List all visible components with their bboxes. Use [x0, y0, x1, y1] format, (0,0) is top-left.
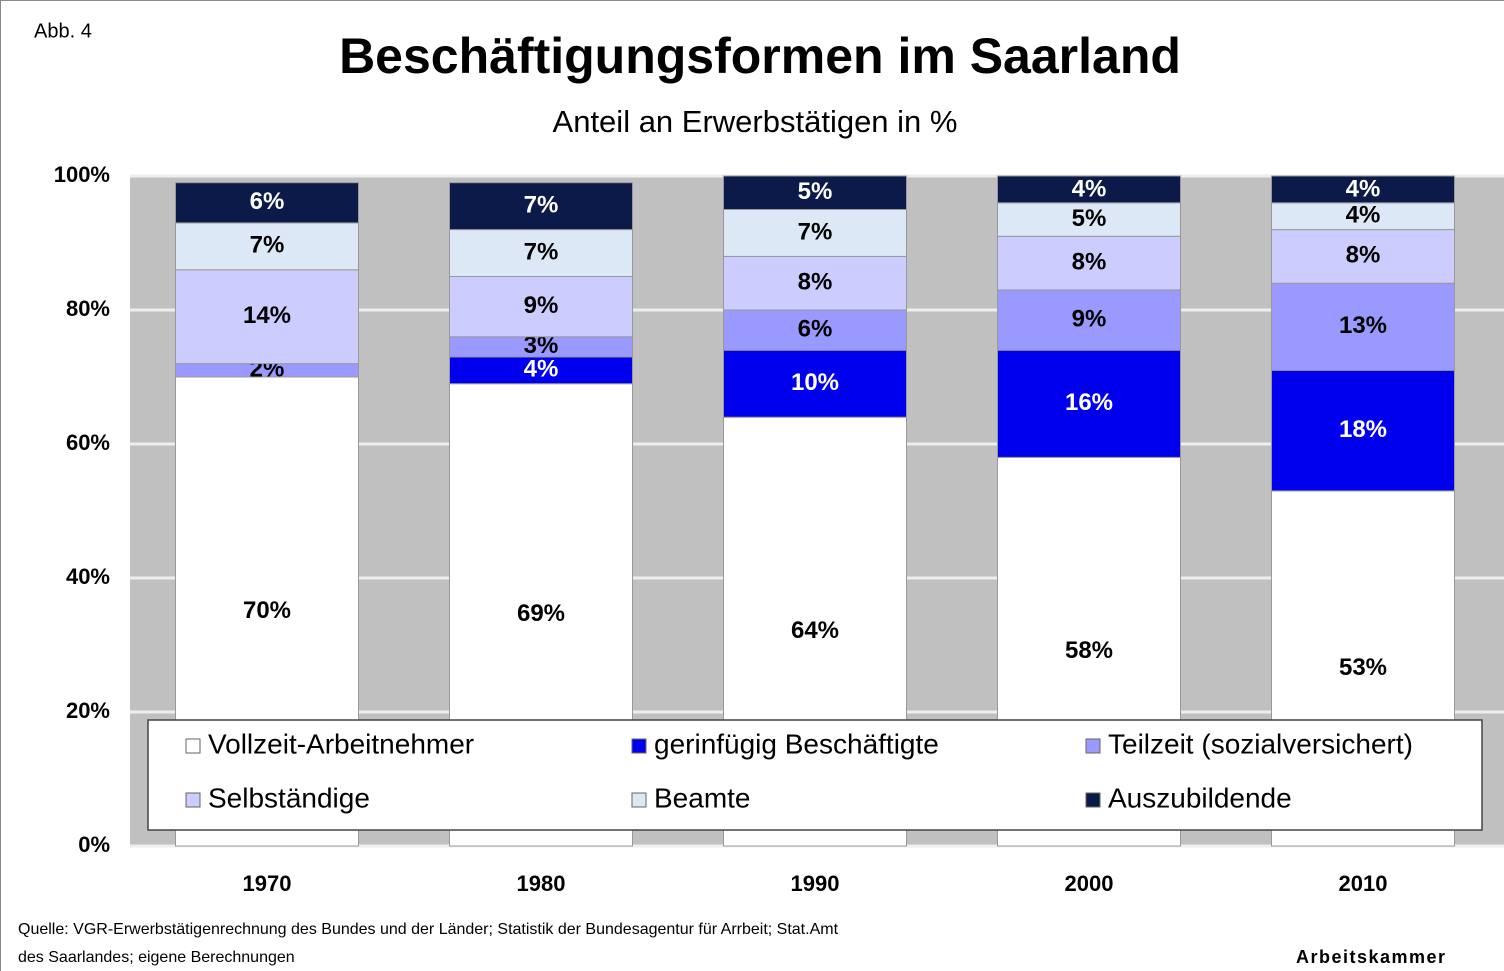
bar-segment — [723, 255, 907, 311]
bar-segment — [175, 182, 359, 224]
data-label: 4% — [1346, 202, 1381, 229]
y-tick-label: 80% — [66, 296, 110, 321]
bar-segment — [175, 222, 359, 271]
publisher: Arbeitskammer — [1296, 947, 1447, 967]
figure-label: Abb. 4 — [34, 20, 92, 42]
legend-swatch — [1085, 792, 1101, 808]
data-label: 5% — [798, 178, 833, 205]
legend-swatch — [1085, 738, 1101, 754]
data-label: 8% — [798, 269, 833, 296]
y-tick-label: 60% — [66, 430, 110, 455]
legend-label: gerinfügig Beschäftigte — [654, 728, 939, 759]
bar-segment — [1271, 282, 1455, 371]
data-label: 4% — [524, 356, 559, 383]
legend-label: Auszubildende — [1108, 782, 1292, 813]
data-label: 53% — [1339, 654, 1387, 681]
source-note: des Saarlandes; eigene Berechnungen — [18, 949, 295, 966]
legend-label: Vollzeit-Arbeitnehmer — [208, 728, 474, 759]
legend-box — [147, 719, 1483, 831]
bar-segment — [723, 309, 907, 351]
bar-segment — [449, 229, 633, 278]
bar-segment — [997, 235, 1181, 291]
x-tick-label: 1980 — [517, 871, 566, 896]
legend-swatch — [185, 792, 201, 808]
data-label: 8% — [1072, 248, 1107, 275]
bar-segment — [1271, 202, 1455, 231]
bar-segment — [723, 209, 907, 257]
data-label: 70% — [243, 597, 291, 624]
legend-swatch — [631, 792, 647, 808]
bar-segment — [175, 269, 359, 365]
y-tick-label: 40% — [66, 564, 110, 589]
data-label: 14% — [243, 302, 291, 329]
data-label: 13% — [1339, 312, 1387, 339]
bar-segment — [1271, 369, 1455, 492]
bar-segment — [449, 356, 633, 385]
legend-swatch — [185, 738, 201, 754]
bar-segment — [1271, 175, 1455, 204]
x-tick-label: 2010 — [1339, 871, 1388, 896]
y-tick-label: 0% — [78, 832, 110, 857]
bar-segment — [449, 182, 633, 231]
data-label: 10% — [791, 369, 839, 396]
data-label: 9% — [524, 292, 559, 319]
bar-segment — [449, 276, 633, 338]
x-tick-label: 1990 — [791, 871, 840, 896]
data-label: 4% — [1346, 175, 1381, 202]
data-label: 69% — [517, 600, 565, 627]
x-tick-label: 2000 — [1065, 871, 1114, 896]
data-label: 9% — [1072, 305, 1107, 332]
data-label: 7% — [798, 218, 833, 245]
data-label: 18% — [1339, 416, 1387, 443]
y-tick-label: 100% — [54, 162, 110, 187]
data-label: 6% — [250, 188, 285, 215]
data-label: 4% — [1072, 175, 1107, 202]
legend-swatch — [631, 738, 647, 754]
data-label: 6% — [798, 315, 833, 342]
chart-subtitle: Anteil an Erwerbstätigen in % — [553, 104, 958, 139]
data-label: 58% — [1065, 637, 1113, 664]
y-tick-label: 20% — [66, 698, 110, 723]
chart-title: Beschäftigungsformen im Saarland — [339, 28, 1181, 84]
data-label: 8% — [1346, 242, 1381, 269]
legend-label: Selbständige — [208, 782, 370, 813]
bar-segment — [723, 175, 907, 210]
data-label: 64% — [791, 617, 839, 644]
data-label: 7% — [524, 238, 559, 265]
bar-segment — [997, 349, 1181, 458]
legend-label: Beamte — [654, 782, 751, 813]
x-tick-label: 1970 — [243, 871, 292, 896]
bar-segment — [997, 289, 1181, 351]
data-label: 16% — [1065, 389, 1113, 416]
data-label: 5% — [1072, 205, 1107, 232]
bar-segment — [997, 175, 1181, 204]
legend-label: Teilzeit (sozialversichert) — [1108, 728, 1413, 759]
bar-segment — [723, 349, 907, 418]
source-note: Quelle: VGR-Erwerbstätigenrechnung des B… — [18, 921, 839, 938]
data-label: 7% — [250, 232, 285, 259]
data-label: 7% — [524, 191, 559, 218]
